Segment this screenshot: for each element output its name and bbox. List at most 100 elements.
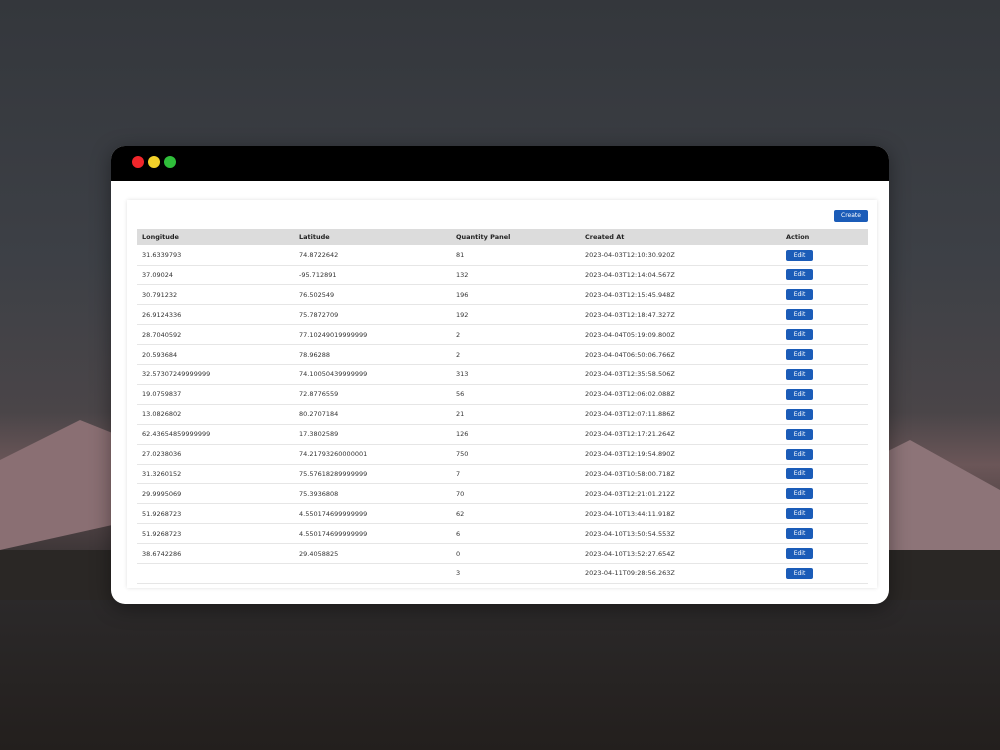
row-divider bbox=[137, 523, 868, 525]
row-divider bbox=[137, 443, 868, 445]
table-cell: 192 bbox=[456, 310, 469, 319]
row-divider bbox=[137, 543, 868, 545]
edit-button[interactable]: Edit bbox=[786, 349, 813, 360]
table-cell: 30.791232 bbox=[142, 290, 178, 299]
maximize-dot[interactable] bbox=[164, 156, 176, 168]
row-divider bbox=[137, 403, 868, 405]
table-cell: 31.3260152 bbox=[142, 469, 182, 478]
row-divider bbox=[137, 324, 868, 326]
row-divider bbox=[137, 284, 868, 286]
table-cell: 37.09024 bbox=[142, 270, 174, 279]
edit-button[interactable]: Edit bbox=[786, 269, 813, 281]
edit-button[interactable]: Edit bbox=[786, 289, 813, 301]
table-cell: 38.6742286 bbox=[142, 549, 182, 558]
minimize-dot[interactable] bbox=[148, 156, 160, 168]
table-cell: 4.550174699999999 bbox=[299, 529, 368, 538]
table-cell: 29.9995069 bbox=[142, 489, 182, 498]
table-cell: 2023-04-03T10:58:00.718Z bbox=[585, 469, 675, 478]
column-header: Quantity Panel bbox=[456, 233, 511, 241]
table-cell: 3 bbox=[456, 569, 461, 578]
table-cell: 17.3802589 bbox=[299, 430, 339, 439]
row-divider bbox=[137, 483, 868, 485]
create-button[interactable]: Create bbox=[834, 210, 868, 222]
table-cell: 6 bbox=[456, 529, 461, 538]
close-dot[interactable] bbox=[132, 156, 144, 168]
column-header: Latitude bbox=[299, 233, 330, 241]
table-cell: 13.0826802 bbox=[142, 410, 182, 419]
table-cell: 70 bbox=[456, 489, 465, 498]
table-card: Create Longitude Latitude Quantity Panel Cr… bbox=[127, 200, 877, 588]
column-header: Action bbox=[786, 233, 810, 241]
title-bar bbox=[111, 146, 889, 181]
row-divider bbox=[137, 344, 868, 346]
edit-button[interactable]: Edit bbox=[786, 408, 813, 420]
table-cell: 72.8776559 bbox=[299, 390, 339, 399]
edit-button[interactable]: Edit bbox=[786, 448, 813, 460]
row-divider bbox=[137, 383, 868, 385]
edit-button[interactable]: Edit bbox=[786, 488, 813, 500]
table-cell: 313 bbox=[456, 370, 469, 379]
table-cell: 32.57307249999999 bbox=[142, 370, 211, 379]
table-cell: 77.10249019999999 bbox=[299, 330, 368, 339]
edit-button[interactable]: Edit bbox=[786, 428, 813, 440]
table-cell: 29.4058825 bbox=[299, 549, 339, 558]
table-cell: 2023-04-04T06:50:06.766Z bbox=[585, 350, 675, 359]
table-cell: 78.96288 bbox=[299, 350, 331, 359]
table-cell: 2023-04-03T12:18:47.327Z bbox=[585, 310, 675, 319]
browser-window: Create Longitude Latitude Quantity Panel Cr… bbox=[111, 146, 889, 604]
edit-button[interactable]: Edit bbox=[786, 548, 813, 559]
table-cell: 2023-04-03T12:07:11.886Z bbox=[585, 410, 675, 419]
table-cell: 2023-04-03T12:10:30.920Z bbox=[585, 251, 675, 259]
row-divider bbox=[137, 264, 868, 266]
table-cell: 80.2707184 bbox=[299, 410, 339, 419]
table-cell: 51.9268723 bbox=[142, 529, 182, 538]
table-cell: 2023-04-04T05:19:09.800Z bbox=[585, 330, 675, 339]
table-cell: 31.6339793 bbox=[142, 251, 182, 259]
edit-button[interactable]: Edit bbox=[786, 508, 813, 520]
table-cell: 4.550174699999999 bbox=[299, 509, 368, 518]
column-header: Created At bbox=[585, 233, 625, 241]
table-cell: 2023-04-10T13:52:27.654Z bbox=[585, 549, 675, 558]
table-cell: 75.3936808 bbox=[299, 489, 339, 498]
table-cell: 2023-04-10T13:50:54.553Z bbox=[585, 529, 675, 538]
table-cell: 0 bbox=[456, 549, 461, 558]
row-divider bbox=[137, 503, 868, 505]
edit-button[interactable]: Edit bbox=[786, 368, 813, 380]
column-header: Longitude bbox=[142, 233, 179, 241]
edit-button[interactable]: Edit bbox=[786, 528, 813, 540]
table-cell: 62.43654859999999 bbox=[142, 430, 211, 439]
table-cell: 2023-04-03T12:15:45.948Z bbox=[585, 290, 675, 299]
edit-button[interactable]: Edit bbox=[786, 329, 813, 341]
table-cell: 2023-04-03T12:19:54.890Z bbox=[585, 450, 675, 458]
table-cell: 21 bbox=[456, 410, 465, 419]
row-divider bbox=[137, 304, 868, 306]
table-cell: 62 bbox=[456, 509, 465, 518]
table-cell: 20.593684 bbox=[142, 350, 178, 359]
edit-button[interactable]: Edit bbox=[786, 567, 813, 579]
table-cell: 51.9268723 bbox=[142, 509, 182, 518]
row-divider bbox=[137, 582, 868, 584]
row-divider bbox=[137, 463, 868, 465]
table-cell: 2023-04-03T12:14:04.567Z bbox=[585, 270, 675, 279]
table-cell: 75.57618289999999 bbox=[299, 469, 368, 478]
table-cell: 27.0238036 bbox=[142, 450, 182, 458]
table-cell: 2023-04-11T09:28:56.263Z bbox=[585, 569, 675, 578]
table-cell: 74.21793260000001 bbox=[299, 450, 368, 458]
table-cell: -95.712891 bbox=[299, 270, 337, 279]
table-cell: 132 bbox=[456, 270, 469, 279]
table-cell: 2 bbox=[456, 350, 461, 359]
table-cell: 7 bbox=[456, 469, 461, 478]
table-cell: 2 bbox=[456, 330, 461, 339]
edit-button[interactable]: Edit bbox=[786, 468, 813, 480]
table-cell: 2023-04-03T12:21:01.212Z bbox=[585, 489, 675, 498]
edit-button[interactable]: Edit bbox=[786, 309, 813, 321]
edit-button[interactable]: Edit bbox=[786, 388, 813, 400]
table-cell: 81 bbox=[456, 251, 465, 259]
table-cell: 26.9124336 bbox=[142, 310, 182, 319]
table-header bbox=[137, 229, 868, 245]
edit-button[interactable]: Edit bbox=[786, 249, 813, 261]
table-cell: 2023-04-10T13:44:11.918Z bbox=[585, 509, 675, 518]
table-cell: 76.502549 bbox=[299, 290, 335, 299]
table-cell: 2023-04-03T12:17:21.264Z bbox=[585, 430, 675, 439]
